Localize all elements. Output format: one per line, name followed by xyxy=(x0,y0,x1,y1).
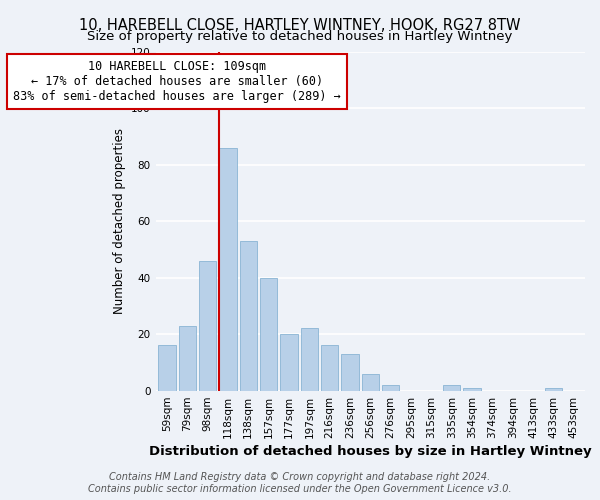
Y-axis label: Number of detached properties: Number of detached properties xyxy=(113,128,125,314)
Bar xyxy=(362,374,379,390)
Bar xyxy=(239,241,257,390)
Text: Size of property relative to detached houses in Hartley Wintney: Size of property relative to detached ho… xyxy=(88,30,512,43)
Bar xyxy=(199,260,216,390)
Text: 10, HAREBELL CLOSE, HARTLEY WINTNEY, HOOK, RG27 8TW: 10, HAREBELL CLOSE, HARTLEY WINTNEY, HOO… xyxy=(79,18,521,32)
Text: Contains HM Land Registry data © Crown copyright and database right 2024.
Contai: Contains HM Land Registry data © Crown c… xyxy=(88,472,512,494)
Bar xyxy=(382,385,400,390)
Bar xyxy=(301,328,318,390)
Text: 10 HAREBELL CLOSE: 109sqm
← 17% of detached houses are smaller (60)
83% of semi-: 10 HAREBELL CLOSE: 109sqm ← 17% of detac… xyxy=(13,60,341,103)
Bar xyxy=(158,346,176,391)
Bar xyxy=(321,346,338,391)
Bar xyxy=(463,388,481,390)
Bar xyxy=(443,385,460,390)
Bar xyxy=(220,148,236,390)
Bar xyxy=(341,354,359,391)
Bar xyxy=(545,388,562,390)
Bar xyxy=(179,326,196,390)
Bar xyxy=(280,334,298,390)
X-axis label: Distribution of detached houses by size in Hartley Wintney: Distribution of detached houses by size … xyxy=(149,444,592,458)
Bar xyxy=(260,278,277,390)
